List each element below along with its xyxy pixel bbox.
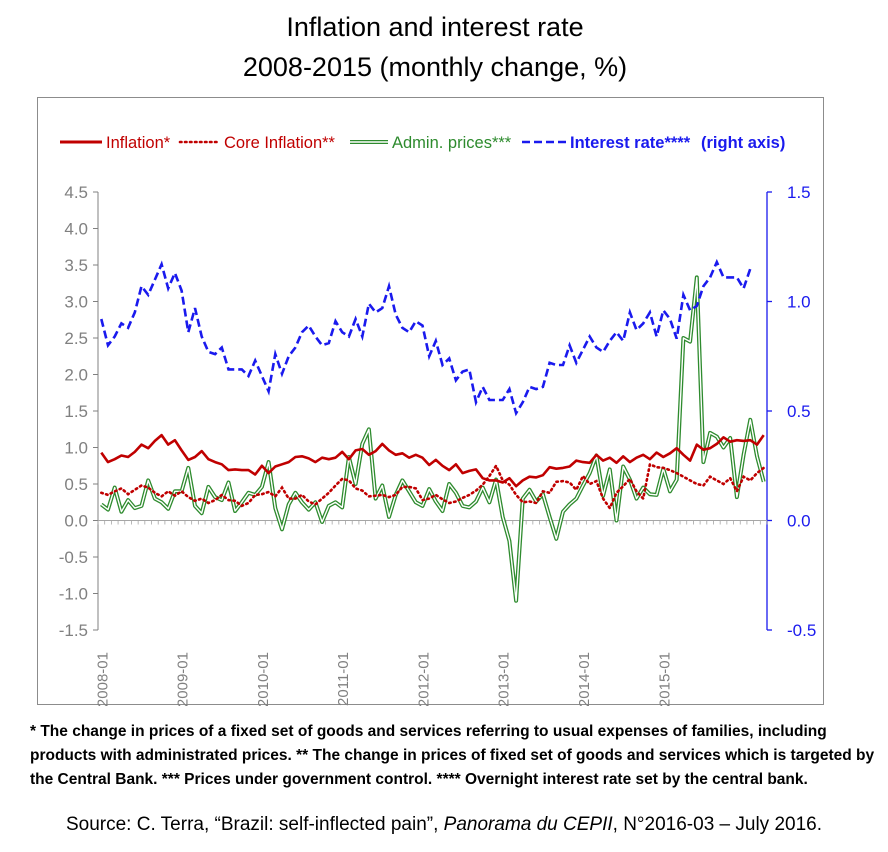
y-tick-label-left: 3.0 [64,293,88,312]
series-inflation [100,433,765,488]
y-tick-label-left: 3.5 [64,256,88,275]
x-tick-label: 2008-01 [94,652,111,706]
y-tick-label-right: -0.5 [787,621,816,640]
footnote: * The change in prices of a fixed set of… [30,723,875,788]
x-tick-label: 2014-01 [576,652,593,706]
y-tick-label-right: 0.0 [787,512,811,531]
x-tick-label: 2009-01 [175,652,192,706]
source-line: Source: C. Terra, “Brazil: self-inflecte… [0,814,888,836]
series-core-inflation [99,462,766,511]
source-prefix: Source: C. Terra, “Brazil: self-inflecte… [65,814,444,835]
legend-label-inflation: Inflation* [106,134,171,152]
x-tick-label: 2011-01 [335,652,352,706]
y-tick-label-right: 1.5 [787,183,811,202]
series-admin-prices-inner [100,276,765,602]
x-tick-label: 2012-01 [415,652,432,706]
y-tick-label-left: -1.5 [59,621,88,640]
y-tick-label-right: 0.5 [787,402,811,421]
source-suffix: , N°2016-03 – July 2016. [612,814,822,835]
y-tick-label-left: 0.5 [64,475,88,494]
y-tick-label-left: 4.5 [64,183,88,202]
legend-label-admin-prices: Admin. prices*** [392,134,512,152]
y-tick-label-left: 4.0 [64,220,88,239]
legend-label-core-inflation: Core Inflation** [224,134,336,152]
y-tick-label-left: -1.0 [59,585,88,604]
y-tick-label-left: -0.5 [59,548,88,567]
series-interest-rate [100,258,752,417]
x-tick-label: 2010-01 [255,652,272,706]
y-tick-label-left: 0.0 [64,512,88,531]
x-tick-label: 2015-01 [656,652,673,706]
legend-label-interest-rate: Interest rate**** [570,134,691,152]
y-tick-label-left: 2.5 [64,329,88,348]
chart-svg: -1.5 -1.0 -0.5 0.0 0.5 1.0 1.5 2.0 2.5 3.0 3.5 4.0 4… [59,134,817,706]
source-journal: Panorama du CEPII [443,814,613,835]
series-admin-prices-outer [100,275,766,603]
y-tick-label-left: 1.5 [64,402,88,421]
chart-title-line1: Inflation and interest rate [286,12,584,42]
y-tick-label-left: 1.0 [64,439,88,458]
x-tick-label: 2013-01 [496,652,513,706]
y-tick-label-right: 1.0 [787,293,811,312]
chart-area: -1.5 -1.0 -0.5 0.0 0.5 1.0 1.5 2.0 2.5 3.0 3.5 4.0 4… [37,97,824,706]
y-tick-label-left: 2.0 [64,366,88,385]
chart-title-line2: 2008-2015 (monthly change, %) [242,52,628,82]
legend-label-right-axis: (right axis) [701,134,785,152]
